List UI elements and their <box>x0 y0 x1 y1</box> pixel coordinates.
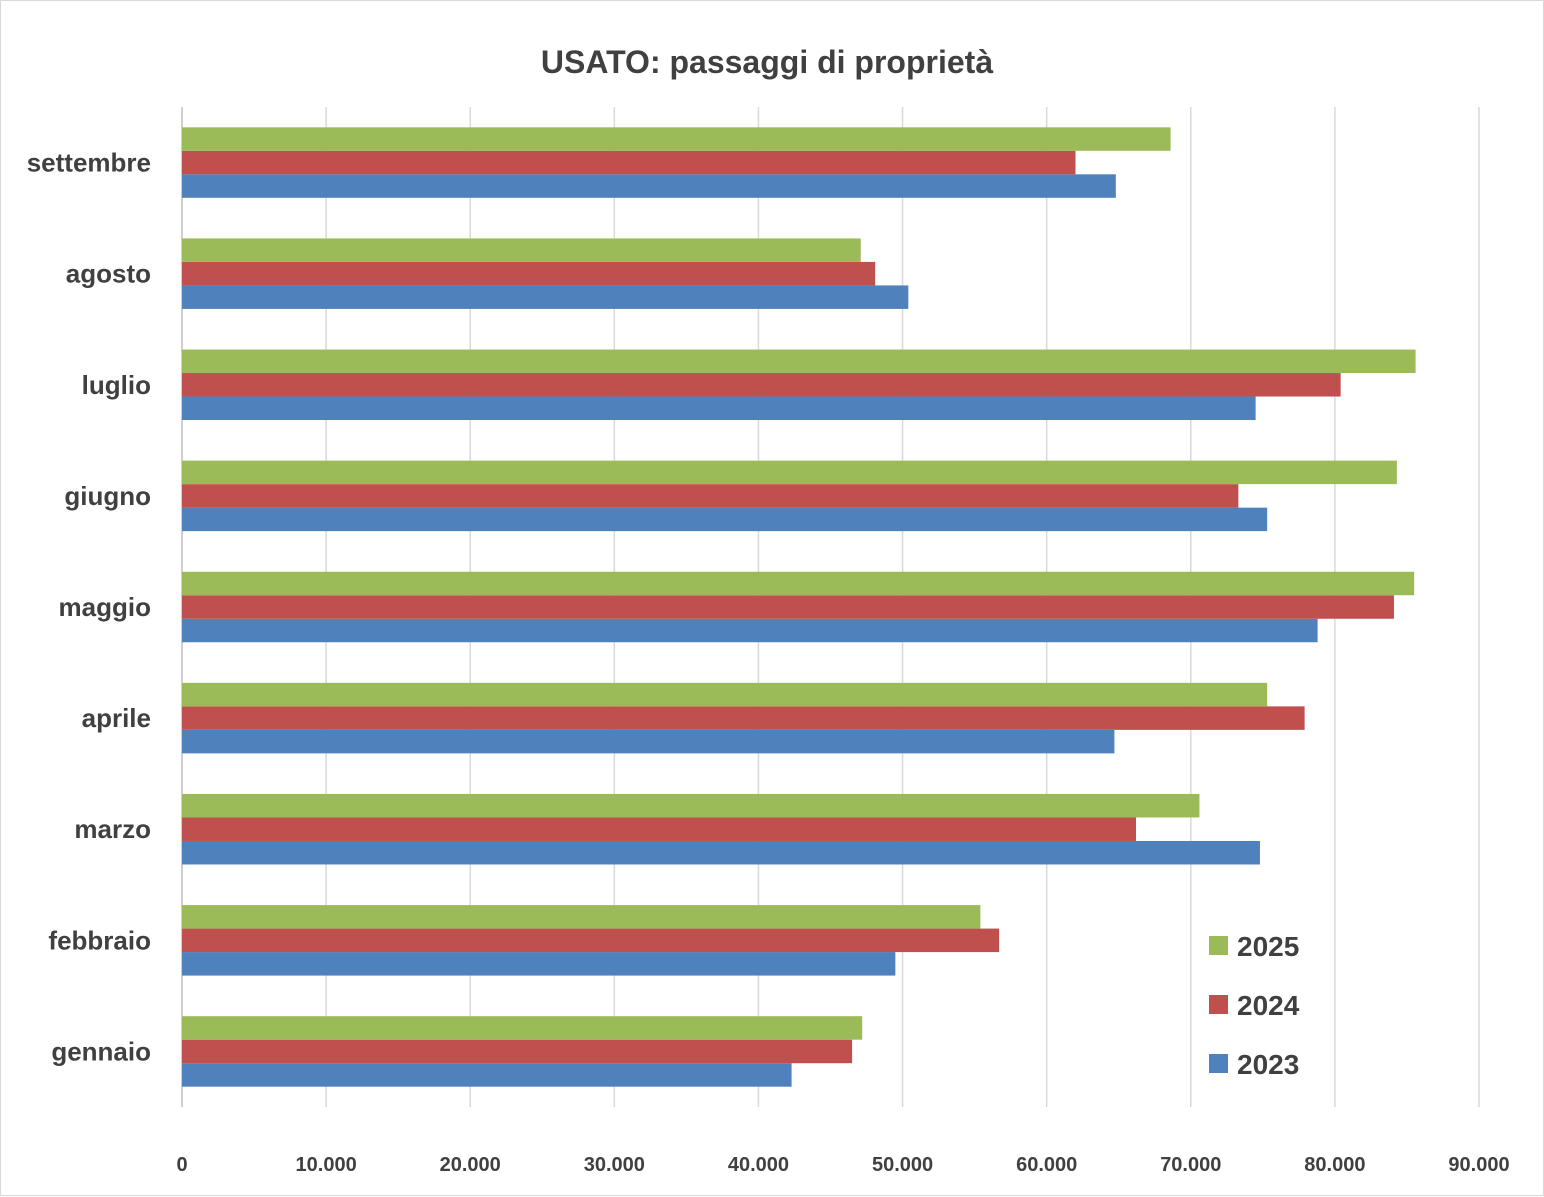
bar-2023-gennaio <box>182 1063 792 1087</box>
bar-2024-settembre <box>182 150 1076 175</box>
bar-2023-febbraio <box>182 952 896 976</box>
bar-2023-maggio <box>182 618 1318 643</box>
category-label: luglio <box>82 370 151 400</box>
bar-2023-aprile <box>182 729 1115 754</box>
bar-2024-gennaio <box>182 1039 853 1064</box>
bar-2023-giugno <box>182 507 1268 532</box>
category-label: agosto <box>66 259 151 289</box>
x-tick-label: 30.000 <box>584 1154 645 1176</box>
category-labels: gennaio febbraio marzo aprile maggio giugno lu… <box>27 148 151 1067</box>
bar-2024-luglio <box>182 373 1341 397</box>
x-tick-labels: 0 10.000 20.000 30.000 40.000 50.000 60.000 70.… <box>176 1154 1509 1176</box>
legend-swatch-2025 <box>1209 936 1228 955</box>
category-label: gennaio <box>51 1036 151 1066</box>
bar-2024-giugno <box>182 484 1239 508</box>
x-tick-label: 20.000 <box>440 1154 501 1176</box>
bar-2025-agosto <box>182 238 861 262</box>
bars <box>182 127 1416 1087</box>
x-tick-label: 0 <box>176 1154 187 1176</box>
category-label: marzo <box>74 814 151 844</box>
category-label: settembre <box>27 148 151 178</box>
x-tick-label: 60.000 <box>1016 1154 1077 1176</box>
legend-swatch-2024 <box>1209 995 1228 1014</box>
bar-2024-aprile <box>182 706 1305 730</box>
bar-2023-agosto <box>182 285 909 309</box>
bar-2024-febbraio <box>182 928 1000 953</box>
bar-2025-aprile <box>182 682 1268 707</box>
bar-2023-settembre <box>182 174 1116 198</box>
legend: 2025 2024 2023 <box>1209 931 1300 1080</box>
x-tick-label: 50.000 <box>872 1154 933 1176</box>
legend-swatch-2023 <box>1209 1054 1228 1073</box>
bar-2025-settembre <box>182 127 1171 151</box>
x-tick-label: 10.000 <box>296 1154 357 1176</box>
bar-2025-giugno <box>182 460 1397 485</box>
chart-title: USATO: passaggi di proprietà <box>541 44 993 80</box>
bar-2023-luglio <box>182 396 1256 421</box>
bar-2025-luglio <box>182 349 1416 374</box>
bar-2025-marzo <box>182 793 1200 818</box>
category-label: aprile <box>82 703 151 733</box>
bar-2024-marzo <box>182 817 1137 841</box>
x-tick-label: 70.000 <box>1160 1154 1221 1176</box>
legend-label-2024: 2024 <box>1237 990 1300 1021</box>
bar-2024-agosto <box>182 261 876 286</box>
bar-2025-febbraio <box>182 905 981 929</box>
x-tick-label: 80.000 <box>1304 1154 1365 1176</box>
bar-2023-marzo <box>182 840 1260 865</box>
category-label: febbraio <box>48 925 151 955</box>
category-label: giugno <box>64 481 151 511</box>
legend-label-2025: 2025 <box>1237 931 1299 962</box>
legend-label-2023: 2023 <box>1237 1049 1299 1080</box>
category-label: maggio <box>59 592 151 622</box>
x-tick-label: 90.000 <box>1448 1154 1509 1176</box>
bar-2024-maggio <box>182 595 1394 619</box>
bar-2025-gennaio <box>182 1016 863 1040</box>
bar-2025-maggio <box>182 571 1415 596</box>
x-tick-label: 40.000 <box>728 1154 789 1176</box>
